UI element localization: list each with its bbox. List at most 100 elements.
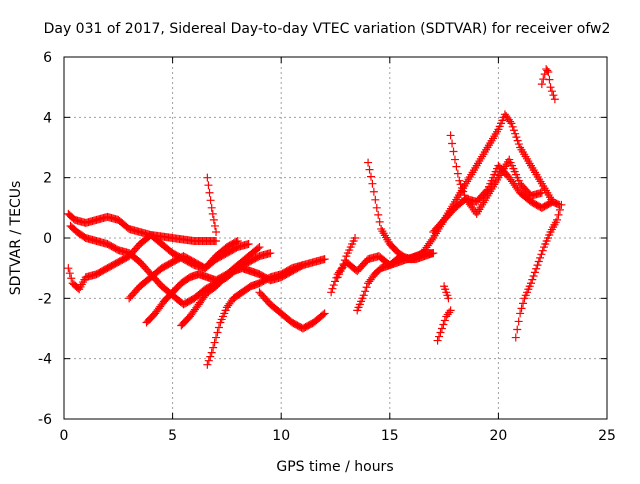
x-tick-label: 10 (272, 428, 290, 444)
series-track-a (64, 209, 221, 246)
series-track-o (440, 282, 453, 303)
data-point (547, 87, 556, 96)
data-point (533, 261, 542, 270)
data-point (327, 288, 336, 297)
data-point (513, 136, 522, 145)
data-point (433, 336, 442, 345)
data-point (266, 249, 275, 258)
data-point (526, 279, 535, 288)
data-point (320, 255, 329, 264)
data-point (362, 283, 371, 292)
data-point (546, 83, 555, 92)
data-point (456, 180, 465, 189)
data-point (374, 210, 383, 219)
data-point (203, 360, 212, 369)
data-point (555, 205, 564, 214)
data-point (517, 304, 526, 313)
x-axis-label: GPS time / hours (276, 459, 393, 475)
data-point (436, 328, 445, 337)
data-point (532, 264, 541, 273)
data-point (446, 306, 455, 315)
x-tick-label: 15 (381, 428, 399, 444)
data-point (204, 356, 213, 365)
data-point (507, 119, 516, 128)
data-point (446, 131, 455, 140)
data-point (209, 343, 218, 352)
data-point (549, 91, 558, 100)
data-point (359, 291, 368, 300)
x-tick-label: 5 (168, 428, 177, 444)
chart-title: Day 031 of 2017, Sidereal Day-to-day VTE… (44, 21, 611, 37)
data-point (207, 348, 216, 357)
y-tick-label: -2 (38, 291, 52, 307)
y-axis-label: SDTVAR / TECUs (8, 181, 24, 296)
data-point (534, 257, 543, 266)
data-point (339, 260, 348, 269)
data-marks (64, 65, 566, 369)
data-point (557, 200, 566, 209)
data-point (530, 268, 539, 277)
data-point (65, 269, 74, 278)
data-point (212, 227, 221, 236)
data-point (453, 169, 462, 178)
data-point (205, 188, 214, 197)
series-track-n (433, 306, 455, 345)
data-point (338, 264, 347, 273)
data-point (460, 191, 469, 200)
data-point (368, 179, 377, 188)
data-point (444, 294, 453, 303)
y-tick-label: 4 (43, 110, 52, 126)
data-point (528, 275, 537, 284)
data-point (516, 309, 525, 318)
data-point (331, 277, 340, 286)
data-point (212, 237, 221, 246)
data-point (366, 172, 375, 181)
data-point (206, 352, 215, 361)
data-point (206, 196, 215, 205)
tick-layer: 0 5 10 15 20 25 -6 -4 -2 0 2 4 6 (38, 50, 616, 444)
data-point (457, 183, 466, 192)
data-point (514, 317, 523, 326)
data-point (536, 253, 545, 262)
data-point (553, 200, 562, 209)
data-point (450, 155, 459, 164)
data-point (213, 328, 222, 337)
data-point (554, 210, 563, 219)
data-point (440, 316, 449, 325)
series-track-s (511, 200, 566, 342)
data-point (548, 197, 557, 206)
data-point (319, 310, 328, 319)
data-point (369, 187, 378, 196)
y-tick-label: -6 (38, 412, 52, 428)
data-point (435, 332, 444, 341)
data-point (208, 209, 217, 218)
data-point (64, 264, 73, 273)
data-point (538, 246, 547, 255)
data-point (547, 198, 556, 207)
data-point (537, 80, 546, 89)
series-track-r (446, 131, 546, 218)
data-point (537, 188, 546, 197)
data-point (509, 126, 518, 135)
data-point (511, 129, 520, 138)
data-point (244, 240, 253, 249)
data-point (448, 139, 457, 148)
data-point (67, 274, 76, 283)
data-point (365, 165, 374, 174)
data-point (210, 338, 219, 347)
data-point (204, 181, 213, 190)
series-track-i (255, 288, 329, 333)
data-point (508, 122, 517, 131)
data-point (203, 173, 212, 182)
data-point (529, 272, 538, 281)
data-point (537, 250, 546, 259)
data-point (375, 217, 384, 226)
data-point (550, 95, 559, 104)
data-point (214, 323, 223, 332)
data-point (320, 309, 329, 318)
data-point (371, 195, 380, 204)
data-point (449, 147, 458, 156)
data-point (511, 333, 520, 342)
